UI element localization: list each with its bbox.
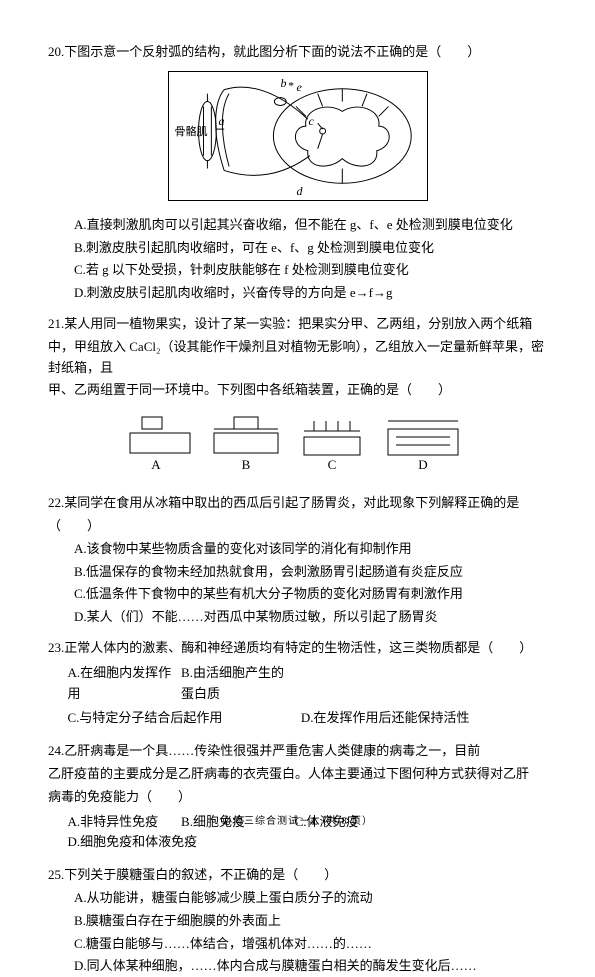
q20-label-muscle: 骨骼肌 bbox=[175, 124, 208, 142]
q22-optD: D.某人（们）不能……对西瓜中某物质过敏，所以引起了肠胃炎 bbox=[48, 607, 547, 628]
boxes-svg: A B C bbox=[118, 407, 478, 477]
q22-stem-2: （ ） bbox=[48, 516, 547, 537]
q20-optB: B.刺激皮肤引起肌肉收缩时，可在 e、f、g 处检测到膜电位变化 bbox=[48, 238, 547, 259]
q25-optC: C.糖蛋白能够与……体结合，增强机体对……的…… bbox=[48, 934, 547, 955]
q24-optD: D.细胞免疫和体液免疫 bbox=[68, 832, 207, 853]
q23-optB: B.由活细胞产生的蛋白质 bbox=[181, 663, 291, 705]
svg-text:*: * bbox=[288, 79, 294, 93]
q20-stem: 20.下图示意一个反射弧的结构，就此图分析下面的说法不正确的是（ ） bbox=[48, 42, 547, 63]
q22-stem-1: 22.某同学在食用从冰箱中取出的西瓜后引起了肠胃炎，对此现象下列解释正确的是 bbox=[48, 493, 547, 514]
q20-figure-wrap: * b e a c d 骨骼肌 bbox=[48, 71, 547, 201]
q21-figure: A B C bbox=[118, 407, 478, 477]
q23-opts-row1: A.在细胞内发挥作用 B.由活细胞产生的蛋白质 bbox=[68, 663, 548, 705]
q20-optA: A.直接刺激肌肉可以引起其兴奋收缩，但不能在 g、f、e 处检测到膜电位变化 bbox=[48, 215, 547, 236]
q25-stem: 25.下列关于膜糖蛋白的叙述，不正确的是（ ） bbox=[48, 865, 547, 886]
q20-optD: D.刺激皮肤引起肌肉收缩时，兴奋传导的方向是 e→f→g bbox=[48, 283, 547, 304]
q24-stem-1: 24.乙肝病毒是一个具……传染性很强并严重危害人类健康的病毒之一，目前 bbox=[48, 741, 547, 762]
q21-stem-1: 21.某人用同一植物果实，设计了某一实验：把果实分甲、乙两组，分别放入两个纸箱 bbox=[48, 314, 547, 335]
q21-C-label: C bbox=[327, 457, 336, 472]
q21-D-label: D bbox=[418, 457, 427, 472]
q23-optA: A.在细胞内发挥作用 bbox=[68, 663, 178, 705]
q23-stem: 23.正常人体内的激素、酶和神经递质均有特定的生物活性，这三类物质都是（ ） bbox=[48, 638, 547, 659]
q21-stem-2: 中，甲组放入 CaCl₂（设其能作干燥剂且对植物无影响），乙组放入一定量新鲜苹果… bbox=[48, 337, 547, 379]
q23-optC: C.与特定分子结合后起作用 bbox=[68, 708, 298, 729]
q20-optC: C.若 g 以下处受损，针刺皮肤能够在 f 处检测到膜电位变化 bbox=[48, 260, 547, 281]
q22-optB: B.低温保存的食物未经加热就食用，会刺激肠胃引起肠道有炎症反应 bbox=[48, 562, 547, 583]
q22-optC: C.低温条件下食物中的某些有机大分子物质的变化对肠胃有刺激作用 bbox=[48, 584, 547, 605]
page-footer: 必修三综合测试－4（共 8 页） bbox=[0, 814, 595, 830]
q24-stem-2: 乙肝疫苗的主要成分是乙肝病毒的衣壳蛋白。人体主要通过下图何种方式获得对乙肝 bbox=[48, 764, 547, 785]
q24-stem-3: 病毒的免疫能力（ ） bbox=[48, 787, 547, 808]
q23-opts-row2: C.与特定分子结合后起作用 D.在发挥作用后还能保持活性 bbox=[68, 708, 548, 729]
q25-optD: D.同人体某种细胞，……体内合成与膜糖蛋白相关的酶发生变化后…… bbox=[48, 956, 547, 977]
q20-label-e: e bbox=[297, 78, 302, 97]
q20-label-b: b bbox=[281, 74, 287, 93]
q23-optD: D.在发挥作用后还能保持活性 bbox=[301, 708, 531, 729]
q21-B-label: B bbox=[241, 457, 250, 472]
q21-stem-3: 甲、乙两组置于同一环境中。下列图中各纸箱装置，正确的是（ ） bbox=[48, 380, 547, 401]
q22-optA: A.该食物中某些物质含量的变化对该同学的消化有抑制作用 bbox=[48, 539, 547, 560]
q20-label-a: a bbox=[219, 112, 225, 131]
q20-label-c: c bbox=[309, 112, 314, 131]
q20-figure: * b e a c d 骨骼肌 bbox=[168, 71, 428, 201]
q25-optB: B.膜糖蛋白存在于细胞膜的外表面上 bbox=[48, 911, 547, 932]
q25-optA: A.从功能讲，糖蛋白能够减少膜上蛋白质分子的流动 bbox=[48, 888, 547, 909]
q21-figure-wrap: A B C bbox=[48, 407, 547, 477]
q20-label-d: d bbox=[297, 182, 303, 201]
q21-A-label: A bbox=[151, 457, 161, 472]
